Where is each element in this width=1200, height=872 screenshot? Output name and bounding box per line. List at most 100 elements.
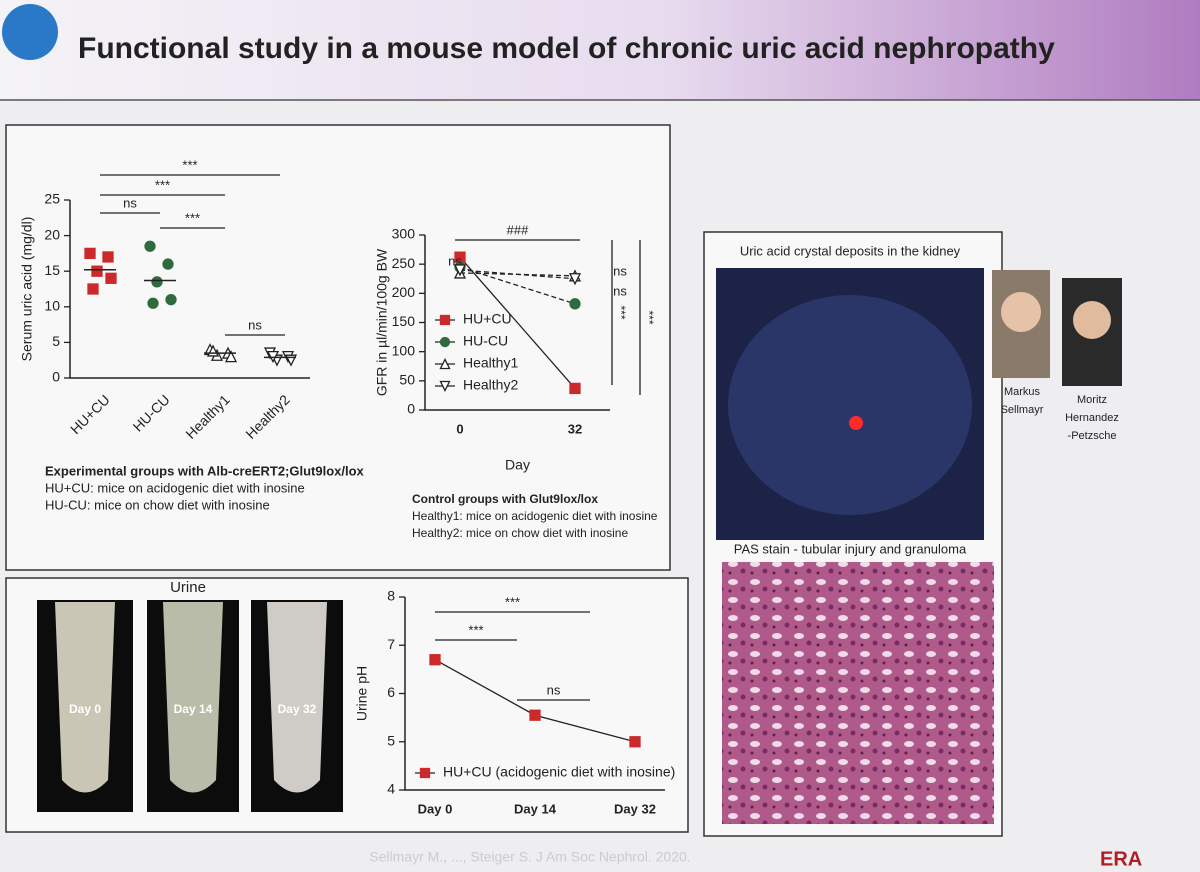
crystal-deposit — [849, 416, 863, 430]
marker — [439, 336, 451, 348]
marker — [91, 265, 103, 277]
y-tick-label: 15 — [44, 262, 60, 278]
marker — [569, 382, 581, 395]
significance: *** — [468, 622, 483, 637]
y-tick-label: 5 — [387, 732, 395, 748]
significance: ns — [448, 253, 462, 268]
y-tick-label: 10 — [44, 298, 60, 314]
y-tick-label: 20 — [44, 226, 60, 242]
marker — [568, 273, 582, 286]
significance: ns — [123, 195, 137, 210]
marker — [105, 272, 117, 284]
marker — [429, 654, 441, 666]
caption: Control groups with Glut9lox/lox — [412, 492, 598, 506]
caption: Healthy2: mice on chow diet with inosine — [412, 526, 628, 540]
y-tick-label: 200 — [392, 284, 416, 300]
y-axis-label: Urine pH — [354, 666, 370, 721]
significance: *** — [642, 310, 656, 324]
person-name: Hernandez — [1065, 412, 1119, 424]
legend-label: HU+CU — [463, 311, 512, 327]
marker — [224, 350, 238, 363]
tube-label: Day 0 — [69, 702, 101, 716]
person-name: Markus — [1004, 386, 1041, 398]
series-line — [459, 269, 576, 280]
logo-text: ERA — [1100, 848, 1142, 870]
y-tick-label: 25 — [44, 191, 60, 207]
significance: ns — [547, 682, 561, 697]
logo-dot — [2, 4, 58, 60]
tube-label: Day 32 — [278, 702, 317, 716]
y-tick-label: 100 — [392, 342, 416, 358]
y-tick-label: 250 — [392, 255, 416, 271]
y-tick-label: 7 — [387, 636, 395, 652]
significance: ns — [248, 317, 262, 332]
legend-label: HU-CU — [463, 333, 508, 349]
x-axis-label: Day — [505, 457, 530, 473]
significance: *** — [155, 177, 170, 192]
significance: *** — [614, 305, 628, 319]
x-tick-label: Day 14 — [514, 801, 557, 816]
image-caption: Uric acid crystal deposits in the kidney — [740, 243, 961, 258]
series-line — [459, 256, 576, 389]
significance: *** — [505, 594, 520, 609]
y-tick-label: 300 — [392, 226, 416, 242]
y-axis-label: Serum uric acid (mg/dl) — [19, 217, 35, 362]
image-caption: PAS stain - tubular injury and granuloma — [734, 541, 967, 556]
marker — [439, 314, 451, 326]
portrait-face — [1001, 292, 1041, 332]
marker — [144, 240, 156, 252]
marker — [162, 258, 174, 270]
caption: Healthy1: mice on acidogenic diet with i… — [412, 509, 658, 523]
marker — [569, 298, 581, 310]
tube-label: Day 14 — [174, 702, 213, 716]
pas-image — [722, 562, 994, 824]
y-axis-label: GFR in µl/min/100g BW — [374, 248, 390, 396]
marker — [419, 767, 431, 779]
y-tick-label: 4 — [387, 781, 395, 797]
caption: Experimental groups with Alb-creERT2;Glu… — [45, 463, 365, 478]
marker — [453, 264, 467, 277]
kidney-section — [728, 295, 972, 515]
x-tick-label: 32 — [568, 421, 582, 436]
marker — [87, 283, 99, 295]
marker — [439, 358, 451, 370]
y-tick-label: 8 — [387, 588, 395, 604]
significance: ### — [507, 222, 529, 237]
marker — [529, 709, 541, 721]
person-name: -Petzsche — [1068, 430, 1117, 442]
y-tick-label: 0 — [52, 369, 60, 385]
significance: ns — [613, 283, 627, 298]
marker — [147, 297, 159, 309]
marker — [151, 276, 163, 288]
portrait-face — [1073, 301, 1111, 339]
y-tick-label: 6 — [387, 684, 395, 700]
y-tick-label: 150 — [392, 313, 416, 329]
urine-title: Urine — [170, 579, 206, 596]
footer: Sellmayr M., ..., Steiger S. J Am Soc Ne… — [369, 849, 690, 865]
person-name: Sellmayr — [1001, 404, 1044, 416]
title-band — [0, 0, 1200, 100]
marker — [102, 251, 114, 263]
person-name: Moritz — [1077, 394, 1107, 406]
x-tick-label: Day 0 — [418, 801, 453, 816]
legend-label: Healthy1 — [463, 355, 518, 371]
tube — [55, 602, 115, 793]
marker — [439, 380, 451, 392]
tube — [163, 602, 223, 793]
slide-title: Functional study in a mouse model of chr… — [78, 32, 1055, 65]
caption: HU-CU: mice on chow diet with inosine — [45, 497, 270, 512]
y-tick-label: 0 — [407, 401, 415, 417]
caption: HU+CU: mice on acidogenic diet with inos… — [45, 480, 305, 495]
tube — [267, 602, 327, 793]
x-tick-label: Day 32 — [614, 801, 656, 816]
y-tick-label: 50 — [399, 372, 415, 388]
marker — [84, 247, 96, 260]
significance: *** — [182, 157, 197, 172]
y-tick-label: 5 — [52, 333, 60, 349]
panel-gfr — [5, 124, 671, 571]
marker — [629, 736, 641, 748]
x-tick-label: 0 — [456, 421, 463, 436]
significance: ns — [613, 263, 627, 278]
